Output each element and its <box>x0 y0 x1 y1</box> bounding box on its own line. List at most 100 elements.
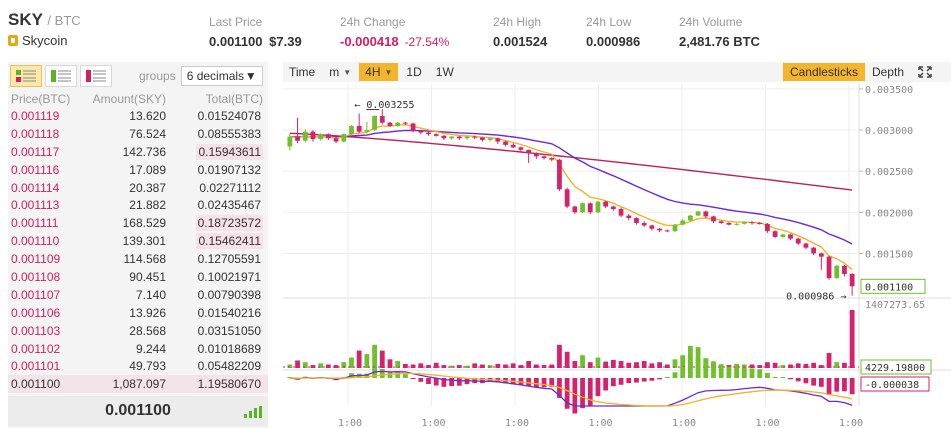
candle-body <box>765 223 770 232</box>
volume-badge-label: 4229.19800 <box>865 363 925 374</box>
volume-bar <box>849 310 855 368</box>
order-book-row[interactable]: 0.001107 7.140 0.00790398 <box>8 286 268 304</box>
row-total-cell: 0.01907132 <box>166 162 263 178</box>
volume-bar <box>372 344 377 368</box>
stat-24h-volume: 24h Volume 2,481.76 BTC <box>679 15 760 49</box>
row-amount: 114.568 <box>123 252 167 267</box>
candle-body <box>618 209 624 216</box>
time-tick-label: 1:00 <box>672 418 696 428</box>
candle-body <box>395 122 401 126</box>
candle-body <box>433 134 439 136</box>
order-book-row[interactable]: 0.001116 17.089 0.01907132 <box>8 161 268 179</box>
indicator-bar <box>718 364 724 378</box>
indicator-bar <box>610 378 616 387</box>
view-both-button[interactable] <box>10 65 42 87</box>
order-book-row[interactable]: 0.001119 13.620 0.01524078 <box>8 107 268 125</box>
row-price: 0.001116 <box>11 162 60 177</box>
interval-1w-button[interactable]: 1W <box>435 65 454 79</box>
row-price: 0.001100 <box>11 377 61 392</box>
order-book-row[interactable]: 0.001114 20.387 0.02271112 <box>8 179 268 197</box>
indicator-bar <box>664 377 670 378</box>
volume-bar <box>603 361 609 368</box>
time-tick-label: 1:00 <box>338 418 362 428</box>
ema-long-line <box>289 129 853 245</box>
candle-body <box>657 228 662 231</box>
volume-bar <box>610 359 616 368</box>
indicator-bar <box>711 361 716 378</box>
view-bids-button[interactable] <box>45 65 77 87</box>
chevron-down-icon: ▼ <box>244 69 257 83</box>
chart-panel: Time m ▼ 4H ▼ 1D 1W Candlesticks Depth 0.0… <box>283 62 951 428</box>
order-book-row[interactable]: 0.001113 21.882 0.02435467 <box>8 196 268 214</box>
indicator-bar <box>395 372 401 378</box>
indicator-bar <box>788 378 793 380</box>
order-book-row[interactable]: 0.001103 28.568 0.03151050 <box>8 322 268 340</box>
candle-body <box>472 136 478 138</box>
order-book-row[interactable]: 0.001108 90.451 0.10021971 <box>8 268 268 286</box>
indicator-bar <box>649 378 655 381</box>
row-total-cell: 0.01524078 <box>166 108 263 124</box>
minute-dropdown[interactable]: m ▼ <box>323 63 357 81</box>
order-book-row[interactable]: 0.001100 1,087.097 1.19580670 <box>8 375 268 394</box>
interval-1d-button[interactable]: 1D <box>406 65 422 79</box>
row-price: 0.001118 <box>11 126 60 141</box>
candle-body <box>364 130 370 132</box>
candle-body <box>410 123 416 131</box>
order-book-row[interactable]: 0.001110 139.301 0.15462411 <box>8 232 268 250</box>
chart-toolbar: Time m ▼ 4H ▼ 1D 1W Candlesticks Depth <box>283 62 951 82</box>
both-sides-icon <box>16 70 36 82</box>
indicator-bar <box>403 374 408 378</box>
coin-name-label: Skycoin <box>22 33 68 48</box>
order-book-row[interactable]: 0.001111 168.529 0.18723572 <box>8 214 268 232</box>
change-pct: -27.54% <box>404 35 450 49</box>
indicator-bar <box>449 378 454 387</box>
volume-bar <box>595 357 601 368</box>
row-total: 0.03151050 <box>197 323 261 338</box>
candle-body <box>503 141 508 145</box>
volume-bar <box>695 347 701 368</box>
candlesticks-button[interactable]: Candlesticks <box>782 63 865 81</box>
interval-4h-dropdown[interactable]: 4H ▼ <box>359 63 399 81</box>
groups-select[interactable]: 6 decimals ▼ <box>180 66 263 86</box>
indicator-bar <box>626 378 632 384</box>
candle-body <box>849 273 855 287</box>
row-price: 0.001114 <box>11 180 60 195</box>
volume-bar <box>287 364 293 368</box>
volume-bar <box>587 362 593 368</box>
coin-name: Skycoin <box>8 33 68 48</box>
order-book-row[interactable]: 0.001117 142.736 0.15943611 <box>8 143 268 161</box>
time-tick-label: 1:00 <box>839 418 863 428</box>
volume-bar <box>302 362 308 368</box>
volume-bar <box>310 365 316 368</box>
order-book-row[interactable]: 0.001102 9.244 0.01018689 <box>8 340 268 358</box>
view-asks-button[interactable] <box>80 65 112 87</box>
candle-body <box>649 225 655 229</box>
candle-body <box>711 216 716 222</box>
order-book-row[interactable]: 0.001109 114.568 0.12705591 <box>8 250 268 268</box>
stat-label: 24h High <box>493 15 542 29</box>
order-book-header: Price(BTC) Amount(SKY) Total(BTC) <box>8 90 268 107</box>
time-tick-label: 1:00 <box>422 418 446 428</box>
volume-bar <box>634 362 639 368</box>
candle-body <box>772 231 778 237</box>
fullscreen-button[interactable] <box>911 63 939 81</box>
volume-bar <box>472 363 478 368</box>
order-book-row[interactable]: 0.001101 49.793 0.05482209 <box>8 357 268 375</box>
price-tick-label: 0.001500 <box>865 249 913 260</box>
order-book-row[interactable]: 0.001106 13.926 0.01540216 <box>8 304 268 322</box>
candle-body <box>310 131 316 140</box>
order-book-row[interactable]: 0.001118 76.524 0.08555383 <box>8 125 268 143</box>
row-total: 0.15943611 <box>196 143 263 160</box>
price-chart[interactable]: 0.003500 0.003000 0.002500 0.002000 0.001500… <box>283 84 951 428</box>
volume-bar <box>487 365 493 368</box>
indicator-bar <box>849 378 855 395</box>
row-price: 0.001117 <box>11 144 60 159</box>
time-button[interactable]: Time <box>289 65 316 79</box>
row-total-cell: 0.12705591 <box>166 251 263 267</box>
row-amount: 17.089 <box>129 162 166 177</box>
volume-bar <box>364 354 370 368</box>
row-price: 0.001102 <box>11 341 61 356</box>
volume-bar <box>572 361 578 368</box>
depth-button[interactable]: Depth <box>871 65 904 79</box>
indicator-bar <box>680 367 686 378</box>
